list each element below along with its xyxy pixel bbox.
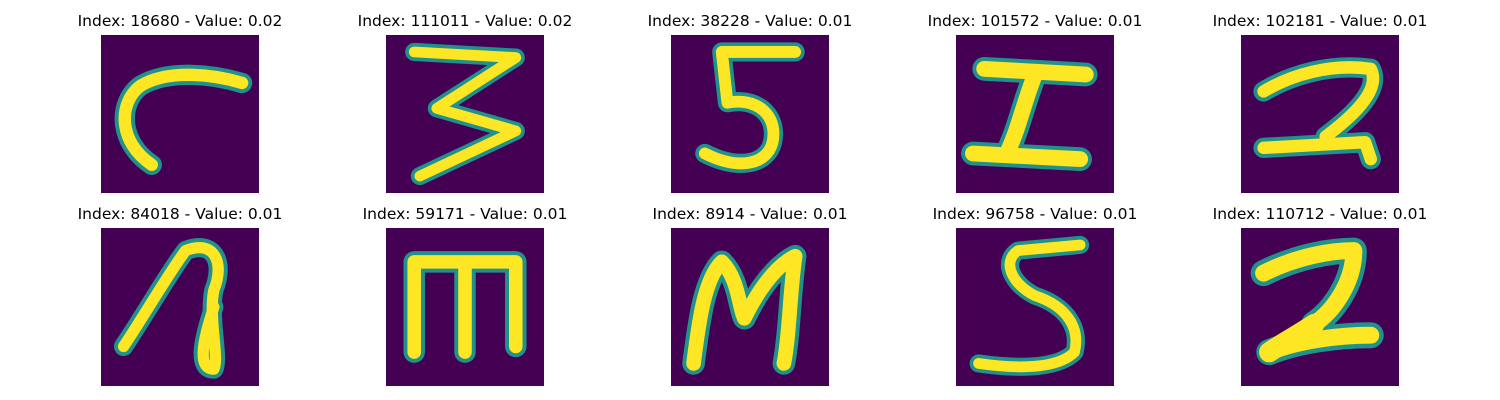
panel-3: Index: 38228 - Value: 0.01	[640, 12, 860, 197]
panel-1: Index: 18680 - Value: 0.02	[70, 12, 290, 197]
panel-title: Index: 38228 - Value: 0.01	[647, 12, 853, 30]
digit-image	[1241, 35, 1399, 193]
panel-title: Index: 101572 - Value: 0.01	[927, 12, 1143, 30]
digit-image	[671, 228, 829, 386]
panel-title: Index: 84018 - Value: 0.01	[77, 205, 283, 223]
panel-title: Index: 96758 - Value: 0.01	[932, 205, 1138, 223]
panel-title: Index: 8914 - Value: 0.01	[652, 205, 848, 223]
panel-title: Index: 110712 - Value: 0.01	[1212, 205, 1428, 223]
panel-10: Index: 110712 - Value: 0.01	[1210, 205, 1430, 390]
panel-title: Index: 111011 - Value: 0.02	[357, 12, 573, 30]
digit-image	[101, 228, 259, 386]
digit-image	[101, 35, 259, 193]
digit-image	[671, 35, 829, 193]
panel-9: Index: 96758 - Value: 0.01	[925, 205, 1145, 390]
panel-title: Index: 18680 - Value: 0.02	[77, 12, 283, 30]
digit-image	[956, 228, 1114, 386]
panel-title: Index: 102181 - Value: 0.01	[1212, 12, 1428, 30]
digit-image	[1241, 228, 1399, 386]
panel-8: Index: 8914 - Value: 0.01	[640, 205, 860, 390]
panel-4: Index: 101572 - Value: 0.01	[925, 12, 1145, 197]
digit-image	[386, 35, 544, 193]
panel-5: Index: 102181 - Value: 0.01	[1210, 12, 1430, 197]
panel-7: Index: 59171 - Value: 0.01	[355, 205, 575, 390]
panel-2: Index: 111011 - Value: 0.02	[355, 12, 575, 197]
panel-title: Index: 59171 - Value: 0.01	[362, 205, 568, 223]
digit-image	[386, 228, 544, 386]
panel-6: Index: 84018 - Value: 0.01	[70, 205, 290, 390]
digit-image	[956, 35, 1114, 193]
